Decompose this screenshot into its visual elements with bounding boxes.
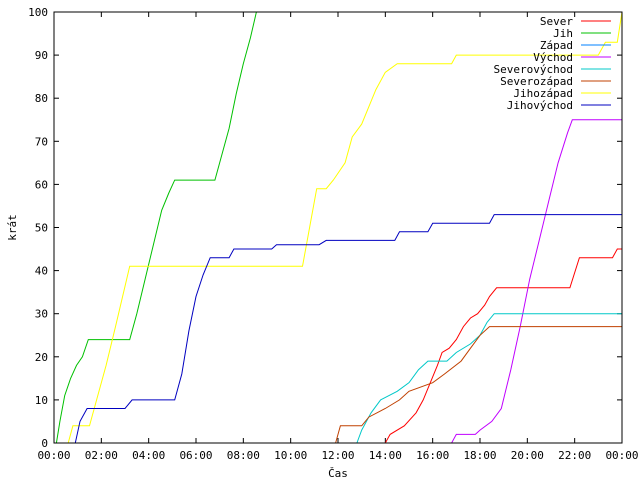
x-tick-label: 06:00 bbox=[179, 449, 212, 462]
legend-label: Východ bbox=[533, 51, 573, 64]
y-tick-label: 0 bbox=[41, 437, 48, 450]
legend-label: Jih bbox=[553, 27, 573, 40]
legend-label: Sever bbox=[540, 15, 573, 28]
y-tick-label: 60 bbox=[35, 178, 48, 191]
legend-label: Severozápad bbox=[500, 75, 573, 88]
x-axis-title: Čas bbox=[328, 467, 348, 480]
series-6-line bbox=[335, 326, 622, 444]
legend: SeverJihZápadVýchodSeverovýchodSeverozáp… bbox=[494, 15, 611, 112]
y-tick-label: 90 bbox=[35, 49, 48, 62]
x-tick-label: 18:00 bbox=[463, 449, 496, 462]
series-7-line bbox=[67, 11, 623, 444]
x-tick-label: 16:00 bbox=[416, 449, 449, 462]
y-tick-label: 20 bbox=[35, 351, 48, 364]
x-tick-label: 22:00 bbox=[558, 449, 591, 462]
x-tick-label: 10:00 bbox=[274, 449, 307, 462]
plot-frame bbox=[53, 11, 623, 444]
y-tick-label: 80 bbox=[35, 92, 48, 105]
x-tick-label: 12:00 bbox=[321, 449, 354, 462]
y-tick-label: 30 bbox=[35, 308, 48, 321]
legend-label: Severovýchod bbox=[494, 63, 573, 76]
y-tick-label: 70 bbox=[35, 135, 48, 148]
x-tick-label: 04:00 bbox=[132, 449, 165, 462]
x-tick-label: 02:00 bbox=[85, 449, 118, 462]
axis-ticks: 0 10 20 30 40 50 60 70 80 90 100 00:00 02:00 04:00 06:… bbox=[28, 6, 638, 462]
y-axis-title: krát bbox=[6, 214, 19, 241]
legend-label: Jihovýchod bbox=[507, 99, 573, 112]
y-tick-label: 40 bbox=[35, 265, 48, 278]
x-tick-label: 08:00 bbox=[227, 449, 260, 462]
series-2-line bbox=[55, 11, 257, 444]
legend-label: Jihozápad bbox=[513, 87, 573, 100]
x-tick-label: 20:00 bbox=[511, 449, 544, 462]
series-layer bbox=[55, 11, 623, 444]
y-tick-label: 100 bbox=[28, 6, 48, 19]
series-1-line bbox=[384, 248, 622, 444]
legend-label: Západ bbox=[540, 39, 573, 52]
series-8-line bbox=[74, 214, 622, 444]
x-tick-label: 00:00 bbox=[37, 449, 70, 462]
x-tick-label: 00:00 bbox=[605, 449, 638, 462]
series-5-line bbox=[356, 313, 622, 444]
x-tick-label: 14:00 bbox=[369, 449, 402, 462]
y-tick-label: 10 bbox=[35, 394, 48, 407]
y-tick-label: 50 bbox=[35, 222, 48, 235]
